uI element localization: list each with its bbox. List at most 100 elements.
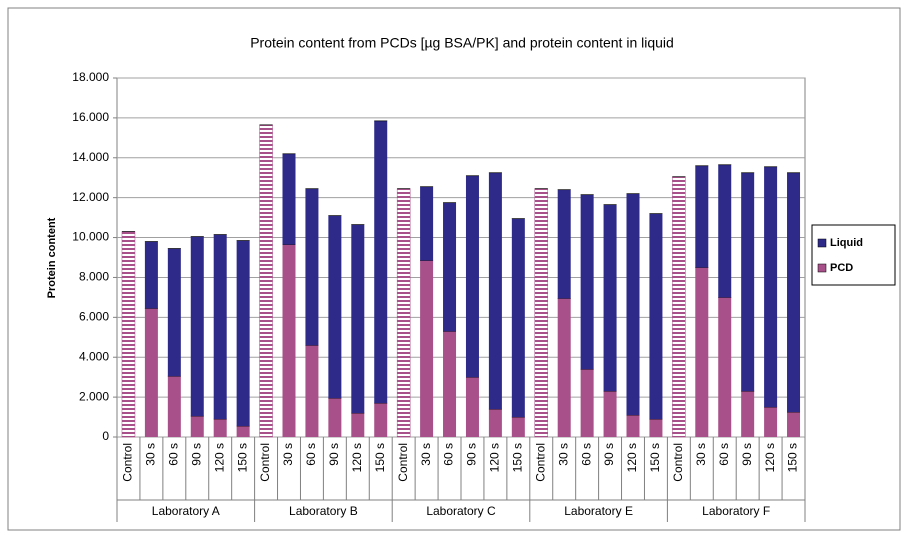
bar-segment	[144, 241, 158, 309]
bar-segment	[695, 165, 709, 268]
x-tick-label: 150 s	[648, 443, 662, 472]
x-tick-label: 150 s	[511, 443, 525, 472]
legend-label: Liquid	[830, 237, 863, 249]
x-tick-label: 30 s	[144, 443, 158, 466]
x-tick-label: 30 s	[281, 443, 295, 466]
bar-segment	[672, 176, 686, 438]
bar-segment	[443, 202, 457, 332]
x-tick-label: 90 s	[465, 443, 479, 466]
bar-segment	[420, 260, 434, 437]
x-tick-label: 150 s	[786, 443, 800, 472]
bar-segment	[259, 124, 273, 438]
group-label: Laboratory C	[426, 504, 496, 518]
bar-segment	[236, 426, 250, 437]
x-tick-label: 90 s	[189, 443, 203, 466]
bar-segment	[328, 215, 342, 399]
x-tick-label: 60 s	[167, 443, 181, 466]
bar-segment	[741, 391, 755, 437]
bar-segment	[580, 369, 594, 437]
x-tick-label: 120 s	[625, 443, 639, 472]
bar-segment	[465, 175, 479, 378]
bar-segment	[443, 331, 457, 437]
bar-segment	[351, 224, 365, 414]
bar-segment	[213, 234, 227, 420]
bar-segment	[787, 412, 801, 437]
bar-segment	[488, 172, 502, 410]
bar-segment	[718, 297, 732, 437]
x-tick-label: Control	[533, 443, 547, 482]
y-tick-label: 8.000	[79, 270, 109, 284]
y-tick-label: 2.000	[79, 389, 109, 403]
bar-segment	[465, 377, 479, 437]
bar-segment	[649, 213, 663, 420]
x-tick-label: 90 s	[602, 443, 616, 466]
bar-segment	[557, 298, 571, 437]
x-tick-label: 90 s	[327, 443, 341, 466]
bar-segment	[626, 415, 640, 437]
y-tick-label: 18.000	[72, 70, 109, 84]
bar-segment	[282, 153, 296, 245]
bar-segment	[305, 345, 319, 437]
x-tick-label: 30 s	[694, 443, 708, 466]
bar-segment	[511, 218, 525, 418]
bar-segment	[190, 416, 204, 437]
bar-segment	[396, 188, 411, 438]
bar-segment	[282, 244, 296, 437]
y-tick-label: 12.000	[72, 190, 109, 204]
bar-segment	[488, 409, 502, 437]
bar-segment	[213, 419, 227, 437]
y-tick-label: 6.000	[79, 310, 109, 324]
x-tick-label: Control	[396, 443, 410, 482]
bar-segment	[787, 172, 801, 413]
bar-segment	[374, 120, 388, 404]
group-label: Laboratory E	[564, 504, 633, 518]
bar-segment	[167, 248, 181, 377]
bar-segment	[764, 407, 778, 437]
legend-label: PCD	[830, 262, 853, 274]
x-tick-label: 150 s	[373, 443, 387, 472]
bar-segment	[603, 204, 617, 392]
bar-segment	[534, 188, 549, 438]
bar-segment	[351, 413, 365, 437]
x-tick-label: 60 s	[304, 443, 318, 466]
x-tick-label: 120 s	[350, 443, 364, 472]
bar-segment	[580, 194, 594, 370]
y-tick-label: 14.000	[72, 150, 109, 164]
bar-segment	[167, 376, 181, 437]
legend	[811, 224, 896, 286]
group-label: Laboratory A	[152, 504, 220, 518]
bar-segment	[144, 308, 158, 437]
x-tick-label: 150 s	[235, 443, 249, 472]
x-tick-label: 30 s	[556, 443, 570, 466]
y-tick-label: 0	[102, 429, 109, 443]
x-tick-label: Control	[121, 443, 135, 482]
plot-area	[116, 77, 806, 438]
bar-segment	[603, 391, 617, 437]
group-label: Laboratory B	[289, 504, 358, 518]
bar-segment	[741, 172, 755, 392]
bar-segment	[557, 189, 571, 299]
x-tick-label: 120 s	[763, 443, 777, 472]
y-tick-label: 10.000	[72, 230, 109, 244]
bar-segment	[236, 240, 250, 427]
x-tick-label: 90 s	[740, 443, 754, 466]
legend-swatch	[817, 238, 827, 248]
x-tick-label: Control	[671, 443, 685, 482]
chart-title: Protein content from PCDs [µg BSA/PK] an…	[250, 35, 674, 51]
x-tick-label: 120 s	[212, 443, 226, 472]
bar-segment	[328, 398, 342, 437]
bar-segment	[511, 417, 525, 437]
y-axis-title: Protein content	[46, 217, 58, 298]
bar-segment	[420, 186, 434, 261]
bar-segment	[374, 403, 388, 437]
bar-segment	[718, 164, 732, 298]
x-tick-label: 120 s	[488, 443, 502, 472]
x-tick-label: Control	[258, 443, 272, 482]
x-tick-label: 60 s	[442, 443, 456, 466]
y-tick-label: 16.000	[72, 110, 109, 124]
bar-segment	[190, 236, 204, 417]
bar-segment	[626, 193, 640, 416]
x-tick-label: 60 s	[579, 443, 593, 466]
legend-swatch	[817, 263, 827, 273]
